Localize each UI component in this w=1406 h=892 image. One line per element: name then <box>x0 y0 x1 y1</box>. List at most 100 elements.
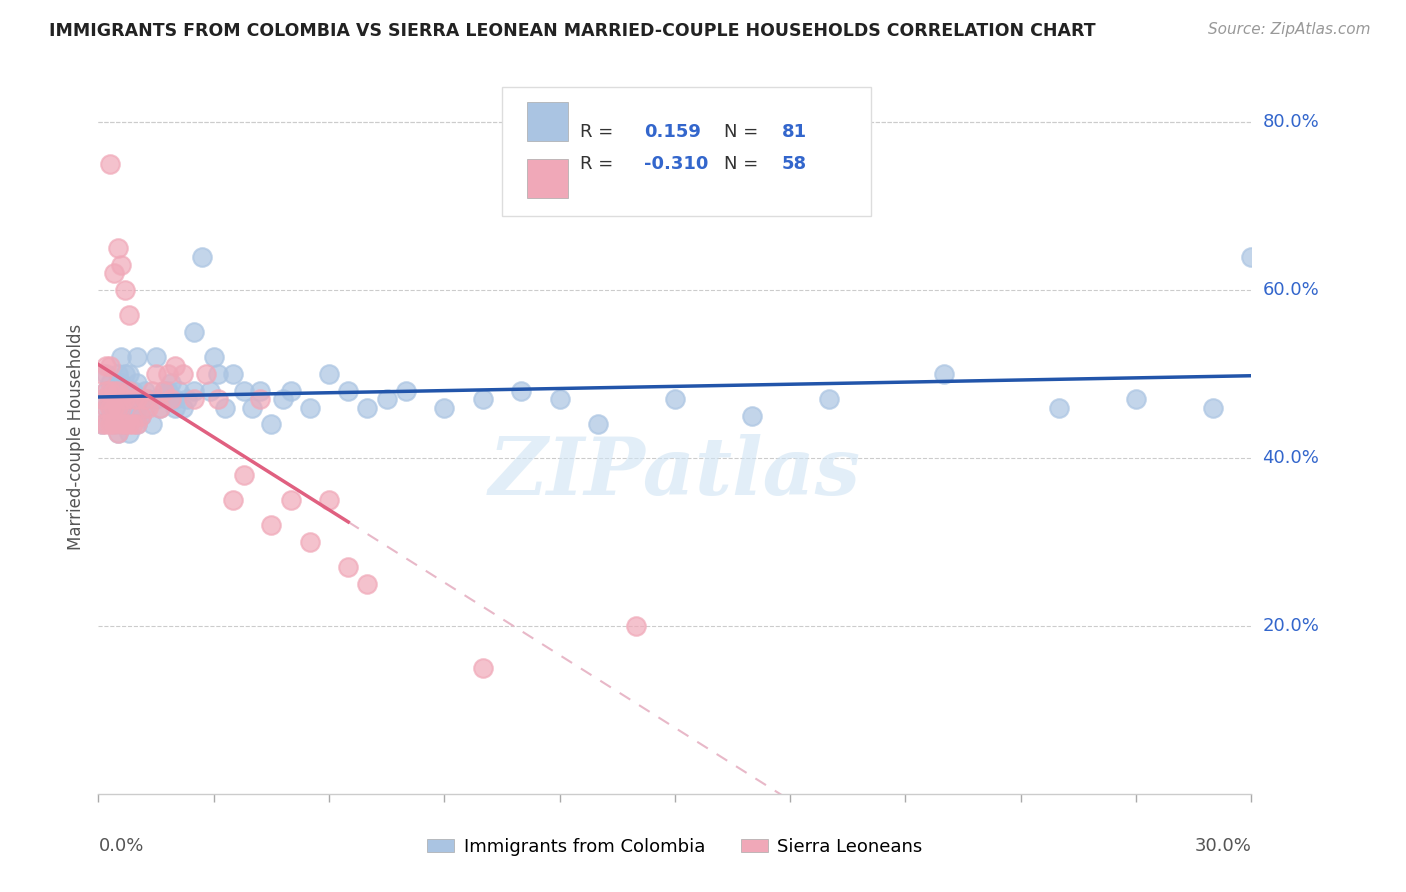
Point <box>298 401 321 415</box>
Point <box>298 535 321 549</box>
Point <box>932 367 955 381</box>
Point <box>141 417 163 432</box>
Point <box>110 401 132 415</box>
Point <box>107 401 129 415</box>
Point <box>160 376 183 390</box>
Text: N =: N = <box>724 155 765 173</box>
Point <box>471 661 494 675</box>
Point <box>138 392 160 407</box>
Point <box>107 367 129 381</box>
Point <box>395 384 418 398</box>
Point <box>165 359 187 373</box>
Point <box>152 384 174 398</box>
Point <box>98 401 121 415</box>
Point <box>167 384 190 398</box>
Point <box>103 266 125 280</box>
Point <box>129 409 152 423</box>
Point <box>233 467 256 482</box>
Point <box>125 376 148 390</box>
Point <box>207 367 229 381</box>
Point <box>138 401 160 415</box>
Point <box>98 392 121 407</box>
Point <box>129 409 152 423</box>
Point <box>91 392 114 407</box>
Point <box>107 384 129 398</box>
Point <box>318 493 340 508</box>
Point <box>103 417 125 432</box>
Text: IMMIGRANTS FROM COLOMBIA VS SIERRA LEONEAN MARRIED-COUPLE HOUSEHOLDS CORRELATION: IMMIGRANTS FROM COLOMBIA VS SIERRA LEONE… <box>49 22 1095 40</box>
Point <box>160 392 183 407</box>
Point <box>1047 401 1070 415</box>
Point <box>118 367 141 381</box>
Point <box>233 384 256 398</box>
Point <box>98 157 121 171</box>
Point <box>118 384 141 398</box>
Text: N =: N = <box>724 123 765 141</box>
Point <box>165 401 187 415</box>
Point <box>118 425 141 440</box>
Point <box>156 392 179 407</box>
Point <box>356 401 378 415</box>
FancyBboxPatch shape <box>502 87 870 216</box>
Point <box>222 493 245 508</box>
Point <box>94 367 117 381</box>
Point <box>214 401 236 415</box>
Point <box>107 392 129 407</box>
Point <box>156 367 179 381</box>
Point <box>471 392 494 407</box>
Point <box>152 384 174 398</box>
Point <box>207 392 229 407</box>
Text: 30.0%: 30.0% <box>1195 837 1251 855</box>
Text: Source: ZipAtlas.com: Source: ZipAtlas.com <box>1208 22 1371 37</box>
Point <box>145 392 167 407</box>
Point <box>149 401 172 415</box>
Point <box>110 376 132 390</box>
Point <box>125 351 148 365</box>
Point <box>191 250 214 264</box>
Point <box>817 392 839 407</box>
Point <box>149 401 172 415</box>
Point <box>271 392 294 407</box>
Text: 0.159: 0.159 <box>644 123 700 141</box>
Point <box>356 577 378 591</box>
Point <box>94 401 117 415</box>
Point <box>122 409 145 423</box>
Point <box>375 392 398 407</box>
Bar <box>527 102 568 141</box>
Point <box>318 367 340 381</box>
Text: 60.0%: 60.0% <box>1263 281 1319 299</box>
Point <box>110 417 132 432</box>
Point <box>240 401 263 415</box>
Point <box>165 392 187 407</box>
Point <box>202 351 225 365</box>
Point <box>118 384 141 398</box>
Point <box>176 392 198 407</box>
Point <box>114 417 136 432</box>
Bar <box>527 159 568 198</box>
Point <box>125 401 148 415</box>
Point <box>122 417 145 432</box>
Point <box>172 367 194 381</box>
Point <box>110 417 132 432</box>
Point <box>94 401 117 415</box>
Point <box>195 367 218 381</box>
Point <box>337 560 360 574</box>
Point <box>125 417 148 432</box>
Legend: Immigrants from Colombia, Sierra Leoneans: Immigrants from Colombia, Sierra Leonean… <box>420 831 929 863</box>
Point <box>114 367 136 381</box>
Point <box>172 401 194 415</box>
Point <box>94 384 117 398</box>
Point <box>183 392 205 407</box>
Point <box>114 392 136 407</box>
Point <box>103 417 125 432</box>
Point <box>118 417 141 432</box>
Text: R =: R = <box>581 123 619 141</box>
Point <box>134 401 156 415</box>
Point <box>94 417 117 432</box>
Point <box>586 417 609 432</box>
Point <box>110 351 132 365</box>
Point <box>114 283 136 297</box>
Point <box>249 384 271 398</box>
Text: 40.0%: 40.0% <box>1263 449 1319 467</box>
Point <box>510 384 533 398</box>
